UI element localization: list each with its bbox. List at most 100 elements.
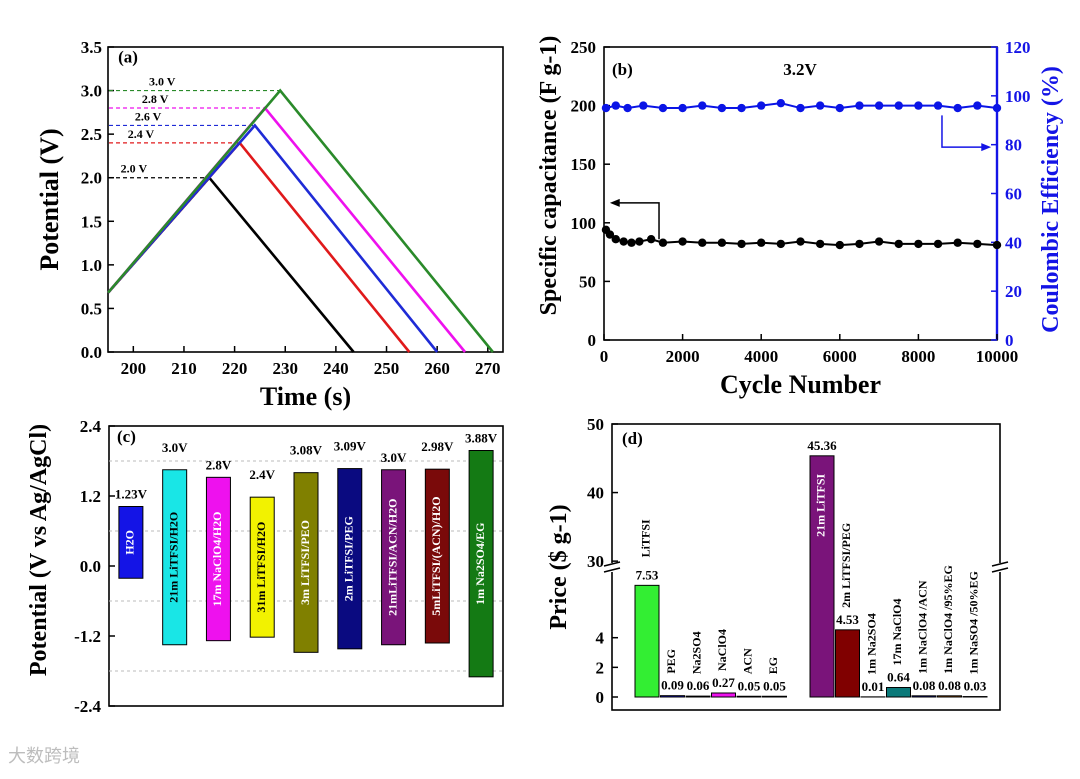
panel-b-data-point [698,101,707,110]
panel-b-label: (b) [612,60,633,79]
panel-c-ytick-label: -1.2 [74,627,101,646]
panel-b-data-point [953,238,962,247]
panel-a-frame [107,46,504,353]
panel-b-ytick-label: 50 [579,272,596,291]
panel-b-y2tick-label: 120 [1005,38,1031,57]
panel-c-bar-text: 3m LiTFSI/PEO [298,520,312,605]
panel-d-bar [660,695,685,698]
panel-d-category-label: 1m NaClO4 /95%EG [941,565,955,674]
panel-d-bar [685,695,711,698]
panel-c-bar-text: 5mLiTFSI/(ACN)/H2O [429,496,443,615]
panel-d-ylabel: Price ($ g-1) [546,504,572,629]
panel-a-ytick-label: 1.5 [81,212,102,231]
panel-b-arrow-left [615,202,660,240]
panel-d-bar [711,692,736,698]
panel-a-ytick-label: 3.5 [81,38,102,57]
panel-a-xtick-label: 210 [171,359,197,378]
panel-b-data-point [601,103,611,113]
panel-b-y2tick-label: 100 [1005,87,1031,106]
panel-a-label: (a) [118,48,138,67]
panel-b-data-point [658,103,668,113]
panel-a-xtick-label: 230 [272,359,298,378]
panel-c-window-label: 2.8V [206,457,232,472]
panel-b-data-point [953,103,962,113]
panel-b-data-point [914,239,923,249]
panel-b-data-point [796,237,805,246]
panel-d-category-label: ACN [741,648,755,674]
panel-c-bar [249,496,275,638]
panel-b-ytick-label: 150 [571,155,597,174]
panel-d-category-label: LiTFSI [639,519,653,557]
panel-d-category-label: 2m LiTFSI/PEG [839,523,853,608]
panel-c-bar [424,468,450,644]
panel-d-value-label: 0.08 [938,678,961,693]
panel-a-series-label: 2.6 V [135,109,162,123]
panel-b-data-point [678,103,687,113]
panel-d-axis-break [604,563,620,572]
panel-b-data-point [678,237,687,246]
panel-d-label: (d) [622,429,643,448]
panel-c-bar-text: 21mLiTFSI/ACN/H2O [385,499,399,616]
panel-d-value-label: 0.64 [887,670,910,685]
panel-d-bar [634,584,660,698]
panel-d-axis-break [992,563,1008,572]
panel-b-data-point [619,237,628,246]
panel-c-label: (c) [117,427,136,446]
panel-d-bar [937,695,962,698]
panel-a-line-series [107,140,411,353]
panel-d-ytick-label: 50 [587,415,604,434]
panel-b-data-point [855,239,864,249]
panel-b-data-point [776,239,786,249]
panel-c-window-label: 1.23V [115,487,148,502]
panel-b-ytick-label: 0 [588,331,597,350]
panel-b-data-point [623,103,632,113]
panel-b-data-point [992,240,1002,250]
panel-b-data-point [737,239,746,249]
panel-c-bar [468,450,494,678]
panel-b-xtick-label: 6000 [823,347,857,366]
panel-b-xtick-label: 8000 [901,347,935,366]
panel-d-category-label: 1m NaSO4 /50%EG [967,571,981,674]
panel-d-ytick-label: 2 [596,658,605,677]
panel-a-line-series [107,123,439,353]
panel-d-category-label: EG [766,657,780,674]
panel-b-data-point [874,101,884,110]
panel-c-ytick-label: -2.4 [74,697,101,716]
panel-b-data-point [717,103,727,113]
panel-d-category-label: NaClO4 [715,629,729,671]
panel-b-data-point [855,101,864,110]
panel-b-data-point [894,101,903,110]
panel-c-window-label: 3.0V [162,440,188,455]
panel-d-value-label: 45.36 [807,438,837,453]
panel-c-bar [118,506,144,579]
panel-b-y2tick-label: 20 [1005,282,1022,301]
panel-a-series-label: 3.0 V [149,75,176,89]
panel-b-ytick-label: 250 [571,38,597,57]
panel-d-category-label: Na2SO4 [690,631,704,674]
panel-c-window-label: 3.88V [465,431,498,446]
panel-c-bar [337,468,363,650]
panel-b-y2tick-label: 60 [1005,185,1022,204]
panel-a-series-label: 2.8 V [142,92,169,106]
panel-a-ytick-label: 0.0 [81,343,102,362]
panel-b-data-point [658,238,668,247]
panel-d-ytick-label: 30 [587,552,604,571]
panel-b-data-point [894,239,903,249]
watermark-text: 大数跨境 [8,746,80,767]
panel-c-bar-text: 21m LiTFSI/H2O [166,512,180,603]
panel-d-break-mark [991,567,1009,573]
panel-b-data-point [874,237,884,246]
panel-b-ylabel: Specific capacitance (F g-1) [536,36,562,316]
panel-d-break-mark [603,567,621,573]
panel-b-data-point [835,240,844,250]
panel-d-value-label: 0.06 [687,678,710,693]
panel-c-bar-text: 2m LiTFSI/PEG [342,516,356,601]
panel-a-ytick-label: 2.5 [81,125,102,144]
panel-c-bar-text: 1m Na2SO4/EG [473,522,487,604]
panel-d-bar [736,695,762,698]
panel-b-data-point [605,230,615,239]
panel-b-data-point [646,235,656,244]
panel-c-bar [162,469,188,646]
panel-c-window-label: 2.4V [249,467,275,482]
